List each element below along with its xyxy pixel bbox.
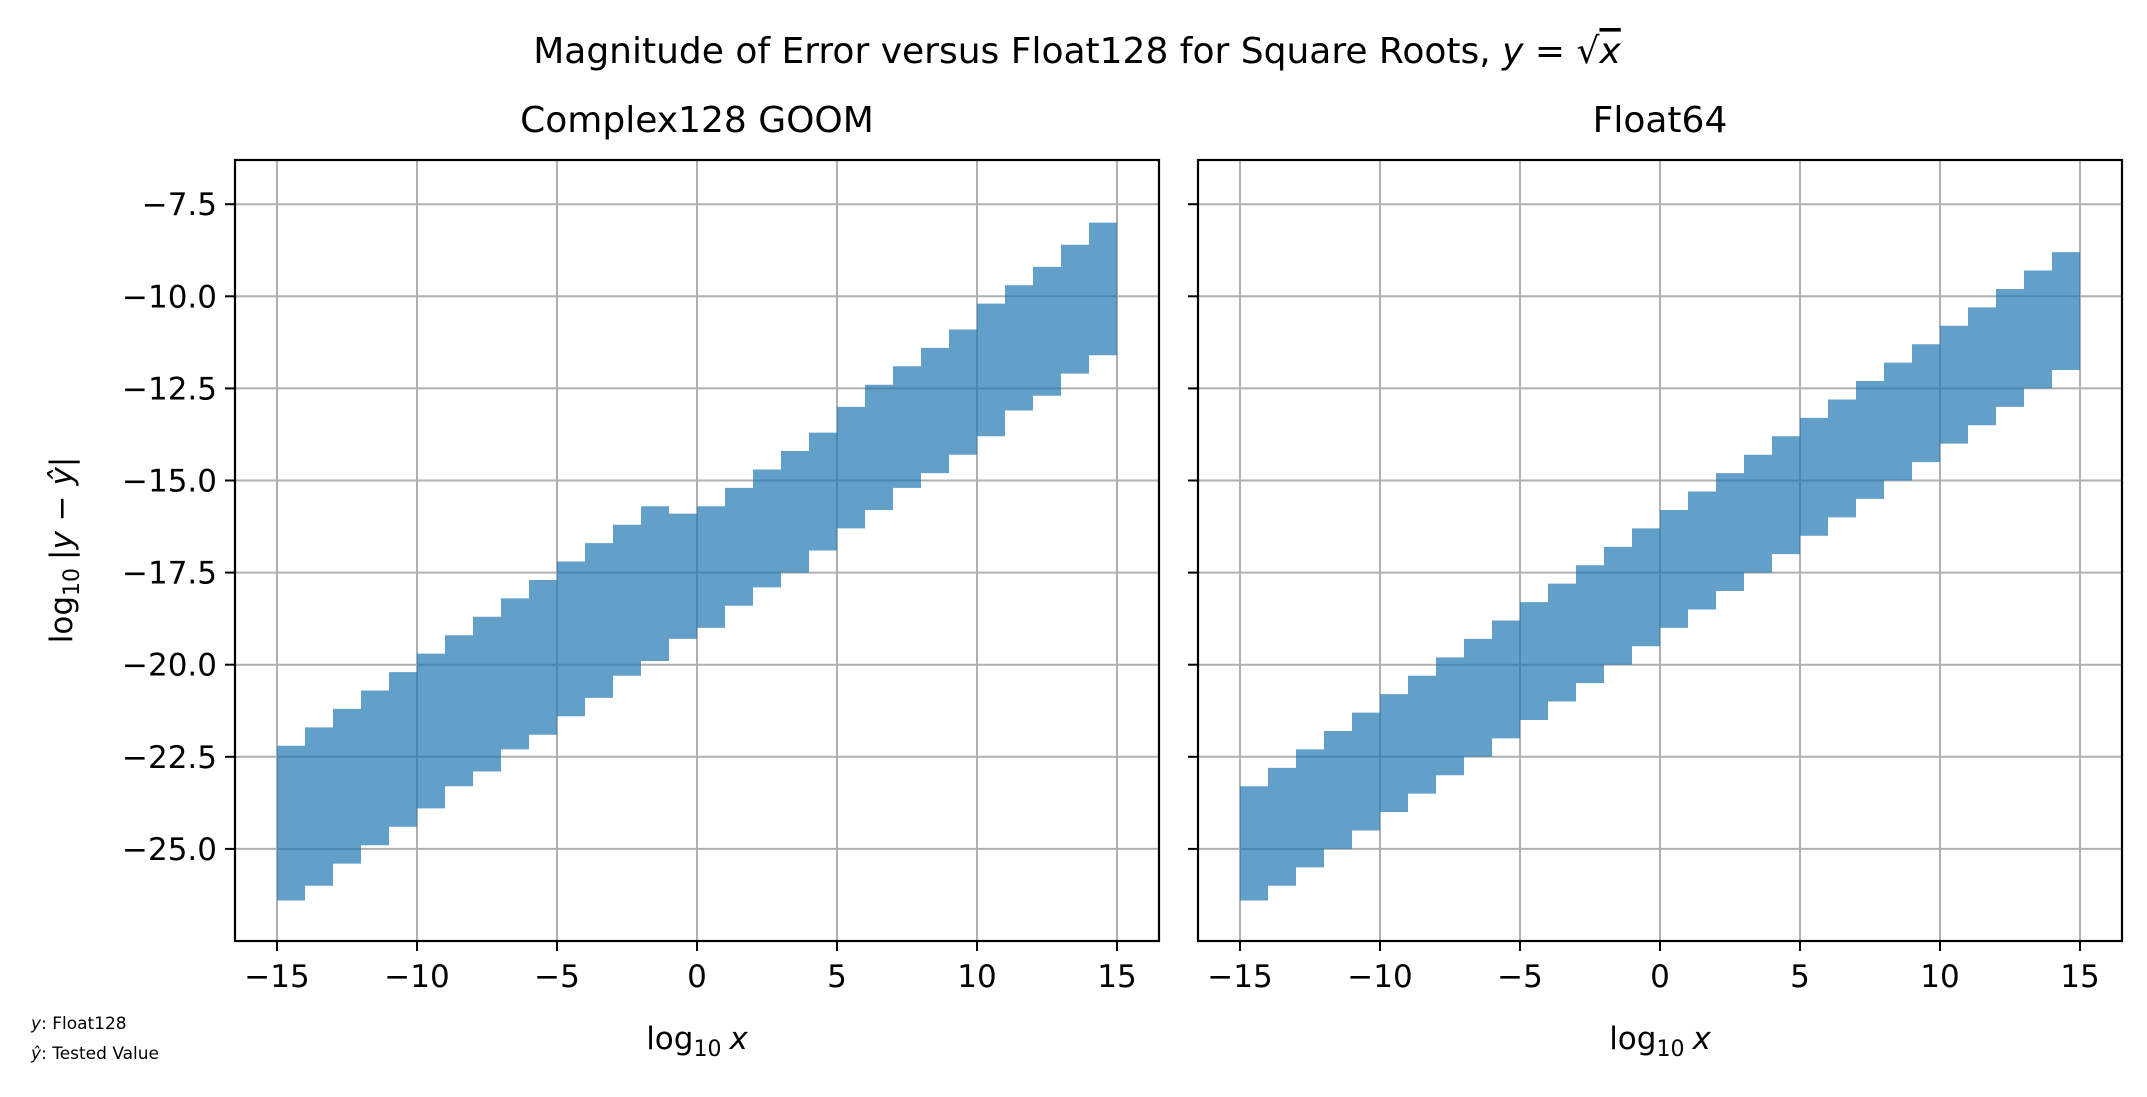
suptitle-math-y: y: [1501, 31, 1524, 72]
error-band: [1240, 241, 2080, 901]
x-tick-label: 10: [957, 959, 996, 995]
y-tick-label: −20.0: [122, 648, 217, 684]
x-axis-label: log10 x: [646, 1021, 748, 1062]
panel-title: Complex128 GOOM: [520, 100, 874, 141]
x-axis-label-var: x: [728, 1021, 748, 1057]
footnote-yhat-symbol: ŷ: [30, 1044, 42, 1064]
x-tick-label: −5: [1497, 959, 1543, 995]
x-tick-label: −15: [1207, 959, 1272, 995]
error-band-area: [277, 196, 1117, 901]
y-tick-label: −25.0: [122, 832, 217, 868]
x-axis-label-var: x: [1691, 1021, 1711, 1057]
x-tick-label: −15: [244, 959, 309, 995]
suptitle-prefix: Magnitude of Error versus Float128 for S…: [533, 31, 1502, 72]
x-tick-label: 0: [687, 959, 707, 995]
y-tick-label: −7.5: [142, 187, 217, 223]
y-tick-label: −12.5: [122, 371, 217, 407]
suptitle-math-eq: =: [1523, 31, 1576, 72]
axis-ticks: −15 −10 −5 0 5 10 15: [1188, 203, 2100, 995]
x-tick-label: 5: [1790, 959, 1810, 995]
y-axis-label-log: log: [44, 596, 80, 643]
y-axis-label-sub: 10: [60, 568, 85, 596]
x-axis-label-sub: 10: [1656, 1037, 1684, 1062]
x-axis-label-log: log: [1609, 1021, 1656, 1057]
footnote: y: Float128 ŷ: Tested Value: [30, 1014, 159, 1064]
panel-complex128-goom: −15 −10 −5 0 5 10 15 −25.0 −22.5 −20.0 −17.5 −15.0 −…: [44, 100, 1161, 1062]
footnote-y-text: : Float128: [41, 1014, 127, 1034]
y-axis-label: log10 |y − ŷ|: [44, 457, 85, 644]
footnote-line-y: y: Float128: [30, 1014, 127, 1034]
x-tick-label: −10: [384, 959, 449, 995]
y-tick-label: −15.0: [122, 464, 217, 500]
x-tick-label: 15: [2060, 959, 2099, 995]
x-axis-label-log: log: [646, 1021, 693, 1057]
y-axis-label-expr: |y − ŷ|: [44, 457, 80, 560]
footnote-line-yhat: ŷ: Tested Value: [30, 1044, 159, 1064]
panel-float64: −15 −10 −5 0 5 10 15 Float64 log10 x: [1188, 100, 2124, 1062]
x-tick-label: −10: [1347, 959, 1412, 995]
footnote-y-symbol: y: [30, 1014, 42, 1034]
x-tick-label: 5: [827, 959, 847, 995]
x-tick-label: −5: [534, 959, 580, 995]
x-axis-label-sub: 10: [693, 1037, 721, 1062]
x-tick-label: 10: [1920, 959, 1959, 995]
error-band: [277, 196, 1117, 901]
error-band-area: [1240, 241, 2080, 901]
figure-suptitle: Magnitude of Error versus Float128 for S…: [533, 31, 1621, 72]
y-tick-label: −17.5: [122, 556, 217, 592]
y-tick-label: −10.0: [122, 279, 217, 315]
x-tick-label: 15: [1097, 959, 1136, 995]
panel-title: Float64: [1593, 100, 1728, 141]
y-tick-label: −22.5: [122, 740, 217, 776]
axis-ticks: −15 −10 −5 0 5 10 15 −25.0 −22.5 −20.0 −17.5 −15.0 −…: [122, 187, 1137, 995]
suptitle-math-x: x: [1598, 31, 1621, 72]
footnote-yhat-text: : Tested Value: [41, 1044, 159, 1064]
suptitle-math-sqrt: √: [1577, 31, 1600, 72]
x-tick-label: 0: [1650, 959, 1670, 995]
x-axis-label: log10 x: [1609, 1021, 1711, 1062]
